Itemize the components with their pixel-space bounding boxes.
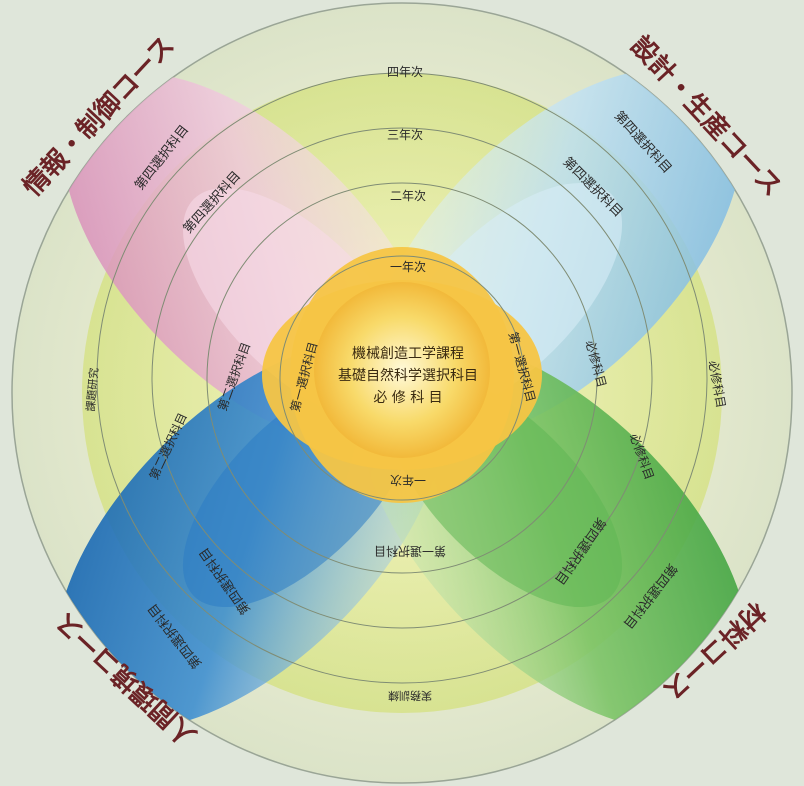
center-required: 必 修 科 目 [373, 390, 442, 406]
label-year-1: 一年次 [390, 260, 426, 274]
first-elective-bottom: 第一選択科目 [374, 544, 446, 558]
label-year-4: 四年次 [387, 65, 423, 79]
label-year-3: 三年次 [387, 128, 423, 142]
center-title: 機械創造工学課程 [352, 346, 464, 362]
ring-year-2 [206, 182, 598, 574]
practice-label: 実務訓練 [388, 689, 432, 703]
label-year-1-bottom: 一年次 [390, 473, 426, 487]
label-year-2: 二年次 [390, 189, 426, 203]
research-label: 課題研究 [83, 367, 101, 412]
ring-year-1 [279, 255, 525, 501]
central-core [262, 247, 542, 503]
ring-year-3 [151, 127, 653, 629]
ring-year-4 [96, 72, 708, 684]
center-electives: 基礎自然科学選択科目 [338, 367, 478, 384]
